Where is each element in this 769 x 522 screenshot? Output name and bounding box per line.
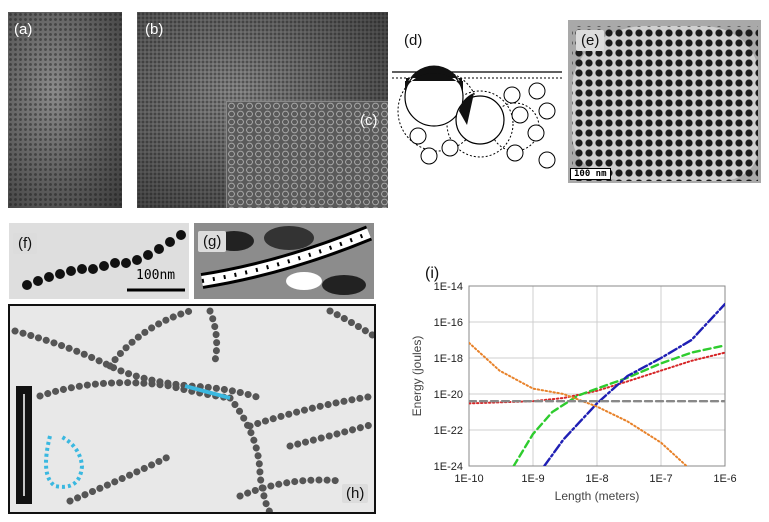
x-tick-label: 1E-8 (585, 473, 608, 485)
small-particle (511, 106, 529, 124)
particle-chains (11, 307, 374, 512)
series-line-2 (512, 344, 725, 466)
dotted-circle (446, 90, 514, 158)
panel-i-chart: (i) 1E-10 1E-9 1E-8 1E-7 1E-6 1E-14 1E-16 1E-18… (385, 252, 765, 517)
particle-island (572, 26, 758, 181)
scale-label-f: 100nm (136, 268, 176, 283)
x-tick-label: 1E-7 (649, 473, 672, 485)
black-cap (405, 73, 463, 91)
panel-a-image: (a) (8, 12, 122, 208)
small-particle (538, 151, 556, 169)
loop-highlight (44, 434, 85, 489)
y-axis-title: Energy (joules) (410, 336, 424, 417)
small-particle (528, 82, 546, 100)
small-particle (538, 102, 556, 120)
y-tick-label: 1E-18 (434, 353, 463, 365)
panel-c-label: (c) (360, 112, 378, 129)
x-axis-title: Length (meters) (555, 489, 640, 503)
small-particle (506, 144, 524, 162)
particle-packing-diagram (392, 65, 562, 169)
nanoparticle-lattice-texture (8, 12, 122, 208)
energy-length-chart: 1E-10 1E-9 1E-8 1E-7 1E-6 1E-14 1E-16 1E-18 1E-2… (410, 281, 737, 503)
panel-b-label: (b) (145, 21, 164, 38)
panel-a-label: (a) (14, 21, 33, 38)
x-tick-label: 1E-10 (454, 473, 483, 485)
panel-c-inset: (c) (226, 101, 388, 208)
panel-i-label: (i) (425, 265, 440, 282)
segment-highlight (184, 384, 231, 400)
panel-d-schematic: (d) (392, 25, 562, 175)
ring-particle-texture (227, 102, 388, 208)
panel-e-label: (e) (576, 30, 605, 51)
panel-g-image: (g) (194, 223, 374, 299)
y-tick-label: 1E-16 (434, 317, 463, 329)
panel-g-label: (g) (198, 231, 227, 252)
small-particle (527, 124, 545, 142)
panel-b-image: (b) (c) (137, 12, 388, 208)
x-tick-label: 1E-9 (521, 473, 544, 485)
x-tick-label: 1E-6 (713, 473, 736, 485)
y-tick-label: 1E-20 (434, 389, 463, 401)
panel-e-image: (e) 100 nm (568, 20, 761, 183)
panel-f-image: (f) 100nm (9, 223, 189, 299)
y-tick-label: 1E-24 (434, 461, 463, 473)
chain-network (11, 307, 374, 512)
small-particle (503, 86, 521, 104)
small-particle (420, 147, 438, 165)
panel-f-label: (f) (13, 233, 38, 254)
plot-frame (468, 285, 726, 467)
y-tick-label: 1E-14 (434, 281, 463, 293)
particle-chain (22, 230, 186, 292)
panel-d-label: (d) (404, 32, 423, 49)
scale-label-e: 100 nm (570, 168, 611, 180)
dense-particle-texture (572, 26, 758, 181)
panel-h-image: (h) (8, 304, 376, 514)
black-wedge (459, 93, 474, 125)
small-particle (441, 139, 459, 157)
panel-h-label: (h) (342, 484, 369, 503)
y-tick-label: 1E-22 (434, 425, 463, 437)
series-line-3 (543, 302, 725, 466)
small-particle (409, 127, 427, 145)
